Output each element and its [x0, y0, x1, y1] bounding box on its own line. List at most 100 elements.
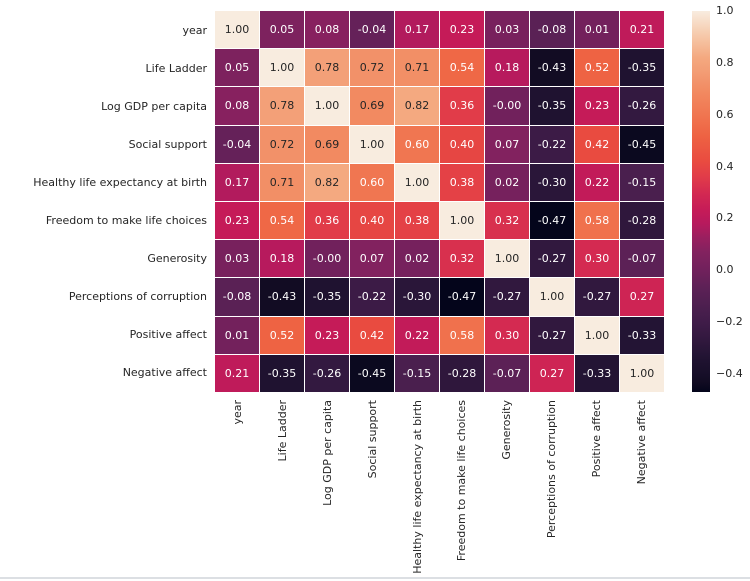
heatmap-cell: 0.23 — [440, 11, 484, 49]
heatmap-cell: 0.60 — [350, 163, 394, 201]
heatmap-cell: -0.04 — [215, 125, 259, 163]
x-tick-label: Generosity — [484, 400, 529, 577]
heatmap-cell: 0.01 — [575, 11, 619, 49]
x-tick-label: Negative affect — [619, 400, 664, 577]
heatmap-cell: 0.38 — [440, 163, 484, 201]
heatmap-cell: 1.00 — [530, 278, 574, 316]
heatmap-cell: 0.32 — [485, 202, 529, 240]
heatmap-cell: -0.15 — [395, 354, 439, 392]
heatmap-cell: 0.27 — [530, 354, 574, 392]
heatmap-cell: -0.47 — [530, 202, 574, 240]
heatmap-cell: -0.47 — [440, 278, 484, 316]
heatmap-cell: -0.22 — [530, 125, 574, 163]
heatmap-cell: -0.22 — [350, 278, 394, 316]
x-tick-label: Life Ladder — [260, 400, 305, 577]
heatmap-cell: -0.35 — [260, 354, 304, 392]
y-axis-labels: year Life Ladder Log GDP per capita Social … — [0, 11, 207, 392]
heatmap-cell: 0.42 — [350, 316, 394, 354]
heatmap-cell: 0.22 — [395, 316, 439, 354]
colorbar-tick-label: 0.6 — [716, 107, 734, 121]
x-axis-labels: year Life Ladder Log GDP per capita Social … — [215, 400, 664, 577]
heatmap-cell: 0.71 — [260, 163, 304, 201]
heatmap-cell: 0.27 — [620, 278, 664, 316]
heatmap-cell: 1.00 — [575, 316, 619, 354]
heatmap-cell: 1.00 — [260, 49, 304, 87]
heatmap-cell: 0.42 — [575, 125, 619, 163]
x-tick-label: Log GDP per capita — [305, 400, 350, 577]
heatmap-cell: 0.36 — [440, 87, 484, 125]
heatmap-cell: 1.00 — [395, 163, 439, 201]
heatmap-cell: 0.38 — [395, 202, 439, 240]
x-tick-label-text: Healthy life expectancy at birth — [410, 400, 424, 574]
heatmap-cell: 0.36 — [305, 202, 349, 240]
heatmap-cell: -0.08 — [215, 278, 259, 316]
x-tick-label-text: Positive affect — [590, 400, 604, 478]
heatmap-cell: -0.26 — [305, 354, 349, 392]
colorbar-gradient — [692, 11, 710, 392]
heatmap-cell: -0.26 — [620, 87, 664, 125]
heatmap-cell: -0.43 — [530, 49, 574, 87]
x-tick-label-text: Life Ladder — [275, 400, 289, 462]
heatmap-cell: -0.33 — [620, 316, 664, 354]
x-tick-label-text: Generosity — [500, 400, 514, 460]
heatmap-cell: 0.52 — [260, 316, 304, 354]
y-tick-label: Negative affect — [122, 366, 207, 380]
heatmap-cell: 0.17 — [395, 11, 439, 49]
heatmap-cell: -0.43 — [260, 278, 304, 316]
y-tick-label: Life Ladder — [145, 61, 207, 75]
heatmap-cell: 0.07 — [485, 125, 529, 163]
heatmap-cell: -0.04 — [350, 11, 394, 49]
heatmap-cell: 1.00 — [440, 202, 484, 240]
heatmap-cell: 0.21 — [620, 11, 664, 49]
heatmap-cell: -0.45 — [620, 125, 664, 163]
heatmap-cell: 0.05 — [260, 11, 304, 49]
x-tick-label: Social support — [350, 400, 395, 577]
heatmap-cell: -0.00 — [305, 240, 349, 278]
y-tick-label: Social support — [128, 137, 207, 151]
y-tick-label: Perceptions of corruption — [68, 290, 207, 304]
heatmap-cell: 0.54 — [260, 202, 304, 240]
heatmap-cell: 0.23 — [305, 316, 349, 354]
heatmap-grid: 1.00 0.05 0.08 -0.04 0.17 0.23 0.03 -0.08 0.01 0.… — [215, 11, 664, 392]
heatmap-cell: 1.00 — [485, 240, 529, 278]
heatmap-cell: 0.72 — [260, 125, 304, 163]
colorbar-tick-label: 0.8 — [716, 55, 734, 69]
heatmap-cell: -0.00 — [485, 87, 529, 125]
heatmap-cell: -0.27 — [485, 278, 529, 316]
heatmap-cell: -0.35 — [620, 49, 664, 87]
heatmap-cell: 0.22 — [575, 163, 619, 201]
heatmap-cell: 0.40 — [350, 202, 394, 240]
colorbar-tick-label: 0.2 — [716, 211, 734, 225]
heatmap-cell: 0.82 — [395, 87, 439, 125]
heatmap-cell: -0.08 — [530, 11, 574, 49]
x-tick-label: Perceptions of corruption — [529, 400, 574, 577]
heatmap-cell: 0.69 — [305, 125, 349, 163]
heatmap-cell: 0.78 — [305, 49, 349, 87]
heatmap-cell: 0.30 — [575, 240, 619, 278]
heatmap-cell: 0.03 — [215, 240, 259, 278]
heatmap-cell: 0.02 — [485, 163, 529, 201]
heatmap-cell: -0.07 — [620, 240, 664, 278]
heatmap-cell: 1.00 — [620, 354, 664, 392]
heatmap-cell: 0.78 — [260, 87, 304, 125]
heatmap-cell: 0.08 — [305, 11, 349, 49]
heatmap-cell: 0.52 — [575, 49, 619, 87]
heatmap-cell: -0.45 — [350, 354, 394, 392]
heatmap-cell: 0.08 — [215, 87, 259, 125]
x-tick-label: Healthy life expectancy at birth — [395, 400, 440, 577]
colorbar-tick-labels: 1.0 0.8 0.6 0.4 0.2 0.0 −0.2 −0.4 — [716, 0, 750, 581]
y-tick-label: Generosity — [147, 252, 207, 266]
heatmap-cell: -0.07 — [485, 354, 529, 392]
heatmap-cell: 0.23 — [575, 87, 619, 125]
heatmap-cell: 0.03 — [485, 11, 529, 49]
colorbar-tick-label: −0.4 — [716, 366, 743, 380]
x-tick-label-text: Perceptions of corruption — [545, 400, 559, 539]
x-tick-label-text: year — [230, 400, 244, 425]
heatmap-cell: 0.18 — [485, 49, 529, 87]
heatmap-cell: 0.72 — [350, 49, 394, 87]
heatmap-cell: 0.82 — [305, 163, 349, 201]
heatmap-cell: -0.35 — [305, 278, 349, 316]
heatmap-cell: 0.07 — [350, 240, 394, 278]
heatmap-cell: 1.00 — [215, 11, 259, 49]
